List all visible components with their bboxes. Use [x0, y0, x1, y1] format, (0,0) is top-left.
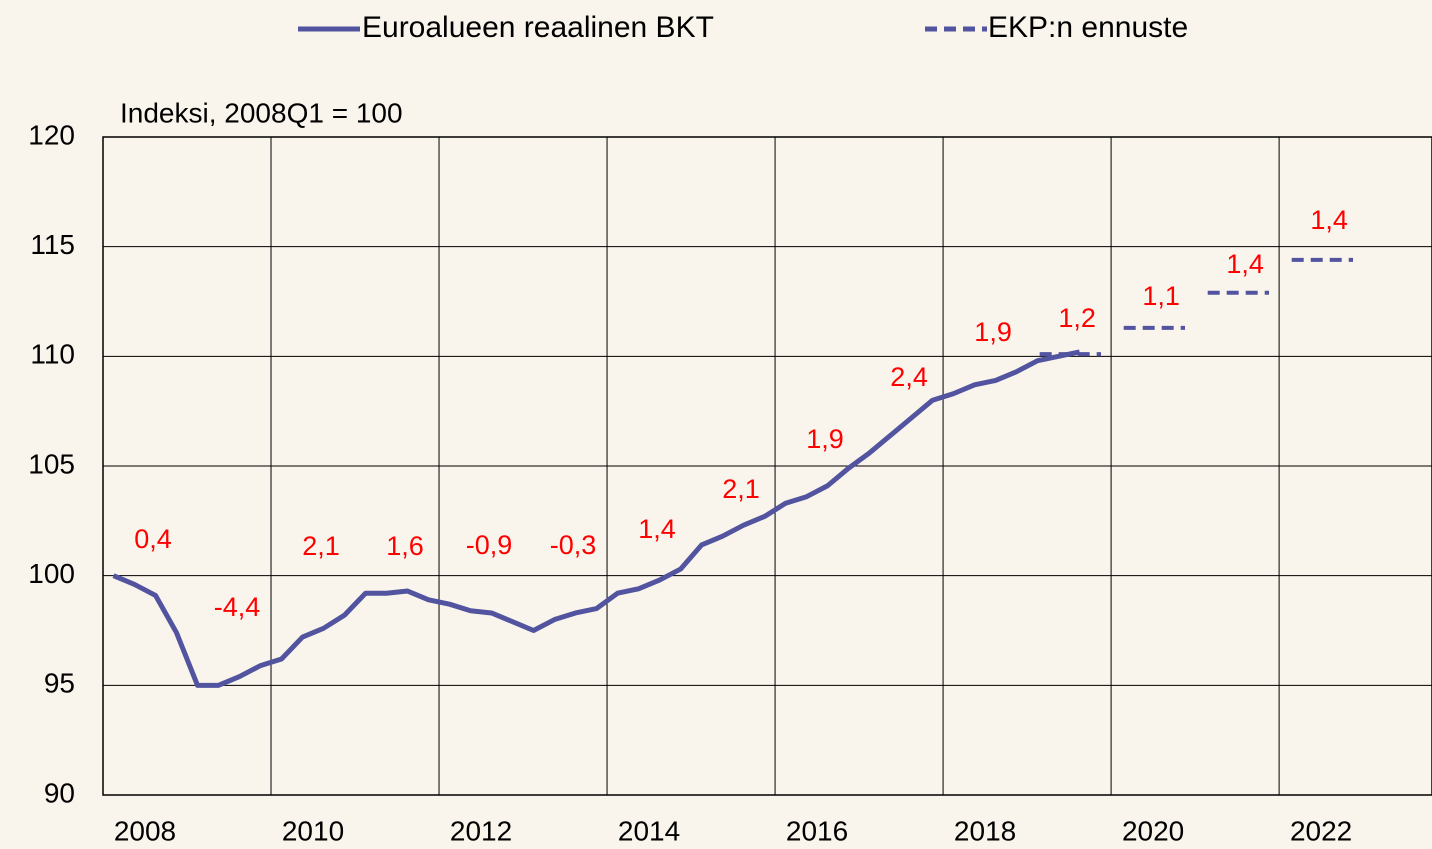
legend-label: EKP:n ennuste	[988, 11, 1188, 44]
growth-label: -0,9	[466, 530, 513, 560]
x-tick-label: 2010	[282, 815, 344, 846]
growth-label: 1,2	[1058, 303, 1096, 333]
y-tick-label: 90	[44, 777, 75, 808]
y-tick-label: 95	[44, 668, 75, 699]
growth-label: -4,4	[214, 592, 261, 622]
x-tick-label: 2014	[618, 815, 680, 846]
y-tick-label: 110	[30, 339, 75, 370]
x-tick-label: 2016	[786, 815, 848, 846]
x-tick-label: 2022	[1290, 815, 1352, 846]
y-tick-label: 120	[28, 119, 75, 150]
growth-label: 1,9	[974, 317, 1012, 347]
gdp-line	[112, 349, 1081, 688]
growth-label: 1,6	[386, 531, 424, 561]
growth-label: 2,1	[722, 474, 760, 504]
growth-label: 0,4	[134, 524, 172, 554]
x-tick-label: 2012	[450, 815, 512, 846]
growth-label: 1,4	[638, 514, 676, 544]
y-axis-label: Indeksi, 2008Q1 = 100	[120, 97, 403, 128]
growth-label: 1,1	[1142, 281, 1180, 311]
x-tick-label: 2008	[114, 815, 176, 846]
y-tick-label: 105	[28, 448, 75, 479]
growth-label: 1,4	[1226, 249, 1264, 279]
x-tick-label: 2020	[1122, 815, 1184, 846]
legend-label: Euroalueen reaalinen BKT	[362, 11, 714, 44]
growth-label: 2,4	[890, 362, 928, 392]
growth-label: 2,1	[302, 531, 340, 561]
y-tick-label: 100	[28, 558, 75, 589]
growth-label: 1,9	[806, 424, 844, 454]
y-tick-label: 115	[30, 229, 75, 260]
growth-label: 1,4	[1310, 205, 1348, 235]
growth-label: -0,3	[550, 530, 597, 560]
x-tick-label: 2018	[954, 815, 1016, 846]
